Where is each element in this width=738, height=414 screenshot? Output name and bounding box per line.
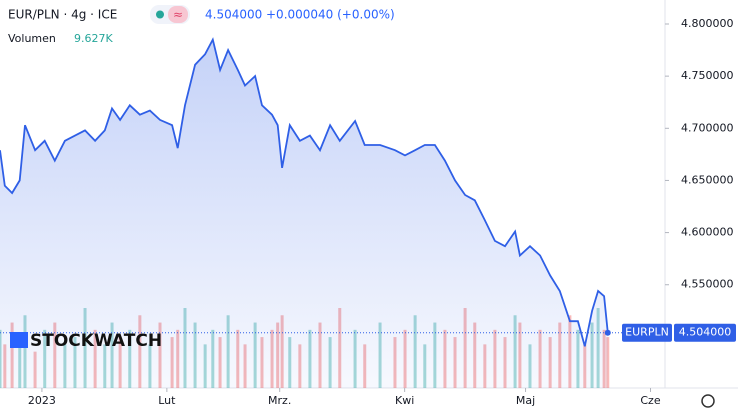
logo-icon bbox=[10, 332, 28, 348]
y-tick-label: 4.600000 bbox=[681, 226, 734, 239]
x-tick-label: Maj bbox=[516, 394, 535, 407]
last-point bbox=[604, 329, 611, 336]
price-tag-label: 4.504000 bbox=[679, 326, 732, 339]
x-tick-label: Cze bbox=[640, 394, 660, 407]
settings-icon[interactable] bbox=[701, 394, 715, 408]
x-tick-label: Lut bbox=[158, 394, 176, 407]
symbol: EUR/PLN · 4g · ICE bbox=[8, 8, 117, 22]
price: 4.504000 bbox=[205, 8, 262, 22]
y-tick-label: 4.700000 bbox=[681, 121, 734, 134]
y-tick-label: 4.800000 bbox=[681, 17, 734, 30]
icon-pill bbox=[168, 6, 188, 23]
logo: STOCKWATCH bbox=[30, 331, 162, 351]
price-line bbox=[0, 37, 609, 347]
volume-label: Volumen bbox=[8, 32, 56, 45]
area-fill bbox=[0, 39, 608, 388]
y-tick-label: 4.650000 bbox=[681, 173, 734, 186]
approx-icon: ≈ bbox=[173, 8, 183, 22]
status-dot bbox=[156, 10, 164, 19]
volume-value: 9.627K bbox=[74, 32, 113, 45]
series-name: EURPLN bbox=[625, 326, 669, 339]
price-tag bbox=[674, 323, 736, 342]
x-tick-label: Mrz. bbox=[268, 394, 291, 407]
change: +0.000040 (+0.00%) bbox=[266, 8, 395, 22]
y-tick-label: 4.550000 bbox=[681, 278, 734, 291]
y-tick-label: 4.750000 bbox=[681, 69, 734, 82]
x-tick-label: Kwi bbox=[395, 394, 414, 407]
x-tick-label: 2023 bbox=[28, 394, 56, 407]
series-tag bbox=[622, 323, 672, 342]
